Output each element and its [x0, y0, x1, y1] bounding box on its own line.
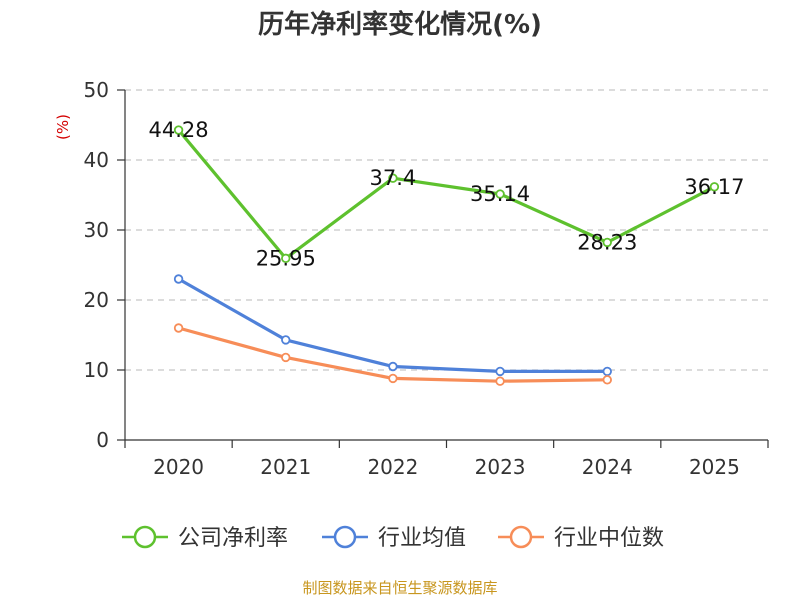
data-point	[602, 366, 612, 377]
data-point	[388, 361, 398, 372]
y-tick-label: 50	[84, 78, 109, 102]
legend-marker	[133, 525, 157, 549]
data-point	[388, 373, 398, 384]
series	[173, 125, 720, 386]
data-label: 28.23	[577, 230, 637, 254]
y-tick-label: 0	[96, 428, 109, 452]
x-tick-label: 2022	[367, 455, 418, 479]
data-point	[281, 335, 291, 345]
data-point	[173, 323, 184, 333]
footer-source: 制图数据来自恒生聚源数据库	[302, 579, 498, 597]
data-point	[495, 189, 505, 199]
data-label: 44.28	[149, 118, 209, 142]
chart-title: 历年净利率变化情况(%)	[258, 10, 542, 40]
data-point	[495, 366, 505, 377]
grid-lines	[125, 89, 768, 371]
x-tick-label: 2020	[153, 455, 204, 479]
series-line	[177, 129, 716, 260]
data-point	[173, 125, 184, 135]
data-label: 37.4	[370, 166, 417, 190]
legend: 公司净利率 行业均值 行业中位数	[122, 525, 664, 551]
data-point	[602, 237, 612, 248]
y-tick-label: 40	[84, 148, 109, 172]
data-label: 35.14	[470, 182, 530, 206]
axes: 0 10 20 30 40 50 2020 2021 2022 2023 2024 2025 (%)	[54, 78, 769, 479]
data-point	[173, 274, 184, 284]
data-point	[709, 182, 720, 192]
data-point	[602, 375, 612, 385]
y-axis-label: (%)	[54, 114, 72, 140]
data-point	[495, 376, 505, 386]
series-line	[177, 277, 608, 373]
x-tick-label: 2025	[689, 455, 740, 479]
legend-marker	[509, 525, 533, 549]
y-tick-label: 20	[84, 288, 109, 312]
data-point	[281, 253, 291, 264]
x-tick-label: 2023	[475, 455, 526, 479]
x-tick-label: 2024	[582, 455, 633, 479]
data-label: 25.95	[256, 246, 316, 270]
legend-label: 行业均值	[378, 526, 466, 551]
y-tick-label: 10	[84, 358, 109, 382]
legend-label: 公司净利率	[178, 526, 288, 551]
data-labels: 44.28 25.95 37.4 35.14 28.23 36.17	[149, 118, 745, 270]
y-tick-label: 30	[84, 218, 109, 242]
data-point	[388, 173, 398, 183]
legend-marker	[333, 525, 357, 549]
data-label: 36.17	[684, 175, 744, 199]
series-line	[178, 326, 608, 383]
legend-label: 行业中位数	[554, 526, 664, 551]
x-tick-label: 2021	[260, 455, 311, 479]
data-point	[281, 352, 291, 363]
